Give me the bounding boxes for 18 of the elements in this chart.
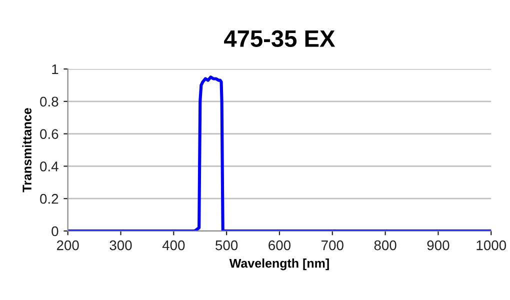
chart-title: 475-35 EX	[224, 30, 336, 48]
x-tick-label: 600	[268, 240, 291, 250]
y-tick-label: 0.8	[40, 96, 58, 107]
y-axis-title: Transmittance	[22, 108, 32, 192]
x-axis-title: Wavelength [nm]	[229, 258, 329, 270]
x-tick-label: 1000	[476, 240, 506, 250]
x-tick-label: 400	[162, 240, 185, 250]
x-tick-label: 900	[427, 240, 450, 250]
x-tick-label: 700	[322, 240, 344, 250]
y-tick-label: 0.6	[40, 129, 58, 139]
y-tick-label: 0.2	[40, 194, 58, 204]
x-tick-label: 200	[56, 240, 79, 250]
x-tick-label: 500	[216, 240, 238, 250]
y-tick-label: 0.4	[40, 162, 58, 172]
y-tick-label: 0	[52, 226, 58, 236]
x-tick-label: 800	[374, 240, 396, 250]
x-tick-label: 300	[110, 240, 132, 250]
y-tick-label: 1	[52, 64, 58, 74]
